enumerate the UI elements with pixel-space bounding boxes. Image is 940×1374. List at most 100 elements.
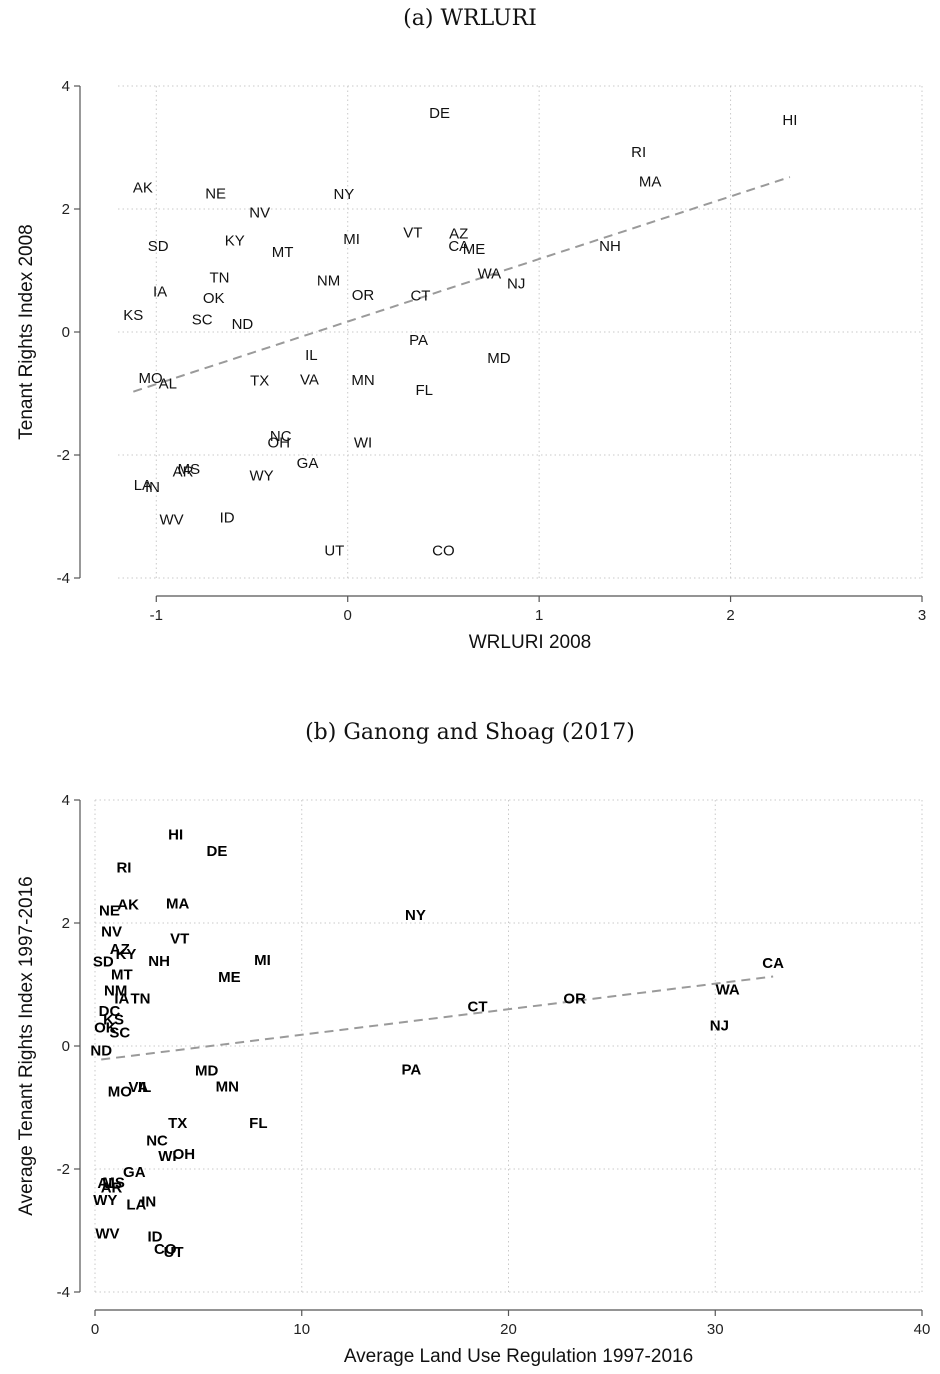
point-label-oh: OH [173,1146,196,1163]
chart-b: 0 10 20 30 40 -4 -2 0 2 4 Average Land Use Regulat… [16,792,930,1367]
point-label-va: VA [300,371,319,388]
point-label-ma: MA [166,895,189,912]
point-label-tx: TX [250,373,269,390]
point-label-fl: FL [416,382,434,399]
point-label-ak: AK [133,179,153,196]
point-label-ms: MS [178,461,201,478]
point-label-ct: CT [410,288,430,305]
point-label-ny: NY [405,907,426,924]
point-label-mt: MT [272,244,294,261]
point-label-id: ID [147,1229,162,1246]
point-label-al: AL [97,1175,117,1192]
point-label-il: IL [305,347,318,364]
point-label-ia: IA [153,283,167,300]
point-label-mt: MT [111,967,133,984]
x-tick-label: 1 [535,607,543,624]
point-label-fl: FL [249,1115,267,1132]
point-label-mi: MI [343,231,360,248]
point-label-la: LA [134,477,152,494]
point-label-wa: WA [716,981,740,998]
point-label-tn: TN [209,269,229,286]
point-label-ne: NE [99,903,120,920]
point-label-ny: NY [333,186,354,203]
point-label-mo: MO [108,1084,132,1101]
y-tick-label: -2 [57,447,70,464]
point-label-or: OR [352,287,375,304]
point-label-ct: CT [467,999,487,1016]
x-tick-label: 20 [500,1321,517,1338]
point-label-id: ID [220,510,235,527]
point-label-wi: WI [158,1148,176,1165]
x-tick-label: 0 [344,607,352,624]
point-label-md: MD [195,1063,218,1080]
point-label-co: CO [154,1241,177,1258]
point-label-ga: GA [297,455,319,472]
point-label-hi: HI [168,826,183,843]
y-tick-label: -2 [57,1161,70,1178]
point-label-ut: UT [324,542,344,559]
point-label-or: OR [563,991,586,1008]
y-tick-label: 2 [62,915,70,932]
fit-line [133,176,791,393]
y-tick-label: 2 [62,201,70,218]
point-label-in: IN [145,479,160,496]
point-label-de: DE [207,843,228,860]
x-tick-label: -1 [150,607,163,624]
point-label-nd: ND [90,1042,112,1059]
point-label-ky: KY [225,232,245,249]
point-label-ne: NE [205,186,226,203]
point-label-ky: KY [116,946,137,963]
point-label-dc: DC [99,1003,121,1020]
point-label-sd: SD [93,954,114,971]
point-label-ks: KS [123,307,143,324]
point-label-az: AZ [110,941,130,958]
y-tick-label: -4 [57,1284,70,1301]
y-tick-label: 0 [62,1038,70,1055]
point-label-ok: OK [94,1020,117,1037]
y-axis-title: Average Tenant Rights Index 1997-2016 [16,876,37,1215]
point-label-me: ME [463,241,486,258]
panel-a-title: (a) WRLURI [403,6,537,31]
point-label-mn: MN [351,372,374,389]
point-label-al: AL [159,376,177,393]
point-label-wa: WA [478,266,502,283]
point-label-nd: ND [232,316,254,333]
y-tick-label: -4 [57,570,70,587]
x-axis-title: Average Land Use Regulation 1997-2016 [344,1346,693,1367]
point-label-nh: NH [148,953,170,970]
point-label-nv: NV [101,924,122,941]
point-label-oh: OH [268,435,291,452]
point-label-vt: VT [170,930,189,947]
point-label-mn: MN [216,1079,239,1096]
x-tick-label: 30 [707,1321,724,1338]
point-label-tn: TN [130,991,150,1008]
point-label-pa: PA [409,332,428,349]
point-label-az: AZ [449,226,468,243]
point-label-mo: MO [138,370,162,387]
point-label-nm: NM [317,272,340,289]
point-label-ut: UT [164,1244,184,1261]
point-label-mi: MI [254,952,271,969]
point-label-nj: NJ [507,275,525,292]
point-label-nm: NM [104,983,127,1000]
point-label-nj: NJ [710,1018,729,1035]
point-label-ri: RI [116,860,131,877]
point-label-va: VA [129,1079,149,1096]
x-tick-label: 0 [91,1321,99,1338]
point-label-la: LA [126,1197,146,1214]
x-tick-label: 3 [918,607,926,624]
x-tick-label: 10 [293,1321,310,1338]
point-label-me: ME [218,969,241,986]
point-label-co: CO [432,542,455,559]
point-label-pa: PA [401,1061,421,1078]
point-label-ks: KS [103,1012,124,1029]
chart-a: -1 0 1 2 3 -4 -2 0 2 4 WRLURI 2008 Tenant Rights In… [16,78,926,653]
point-label-nv: NV [249,205,270,222]
x-tick-label: 2 [726,607,734,624]
point-label-nh: NH [599,238,621,255]
y-tick-label: 4 [62,78,70,95]
point-label-in: IN [141,1194,156,1211]
y-tick-label: 4 [62,792,70,809]
point-label-wy: WY [249,467,273,484]
point-label-sc: SC [192,312,213,329]
